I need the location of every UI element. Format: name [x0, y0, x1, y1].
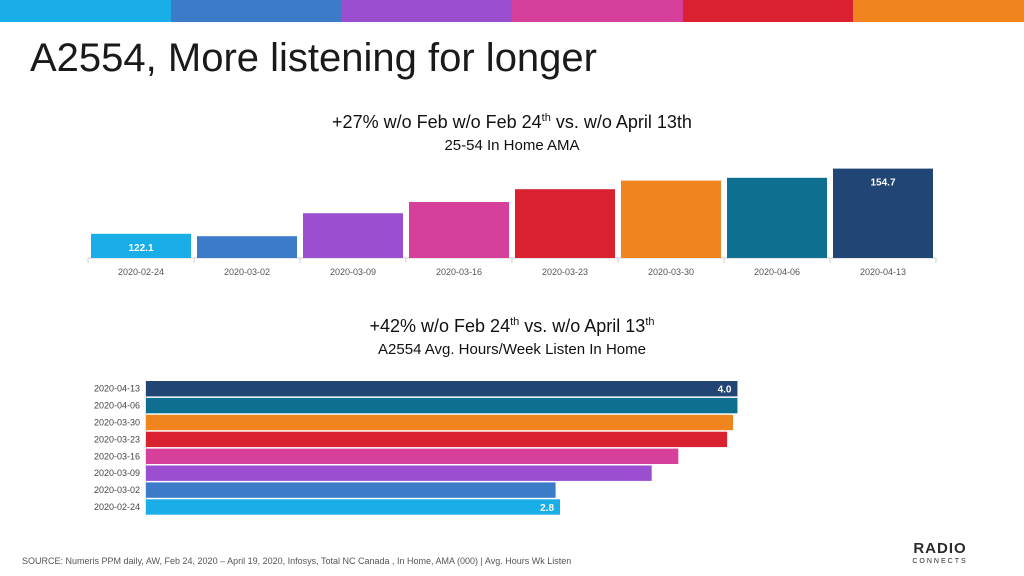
chart2-category-label: 2020-04-13 — [94, 384, 140, 394]
chart1-subtitle: 25-54 In Home AMA — [444, 137, 580, 154]
chart1-category-label: 2020-03-02 — [224, 267, 270, 277]
chart2-bar — [146, 482, 556, 498]
radio-connects-logo: RADIO CONNECTS — [904, 540, 976, 565]
chart2-bar — [146, 448, 679, 464]
chart1-bar — [303, 213, 403, 258]
chart2-bar — [146, 414, 734, 431]
chart1-category-label: 2020-04-06 — [754, 267, 800, 277]
stripe-segment — [170, 0, 342, 22]
chart2-bar — [146, 431, 728, 448]
chart1-category-label: 2020-03-30 — [648, 267, 694, 277]
color-stripe — [0, 0, 1024, 22]
chart2-subtitle: A2554 Avg. Hours/Week Listen In Home — [378, 341, 646, 358]
chart1-bar — [91, 233, 191, 258]
chart1-bar — [621, 180, 721, 258]
chart2-category-label: 2020-04-06 — [94, 401, 140, 411]
chart1-title: +27% w/o Feb w/o Feb 24th vs. w/o April … — [0, 112, 1024, 154]
logo-tagline: CONNECTS — [912, 558, 968, 565]
chart1-title-main: +27% w/o Feb w/o Feb 24th vs. w/o April … — [332, 112, 692, 132]
slide-title: A2554, More listening for longer — [30, 36, 597, 80]
chart1-data-label: 122.1 — [128, 243, 153, 254]
chart2-category-label: 2020-02-24 — [94, 502, 140, 512]
chart2-bar — [146, 397, 738, 414]
chart2-bar — [146, 465, 652, 481]
chart1-category-label: 2020-03-23 — [542, 267, 588, 277]
chart1-bar — [727, 177, 827, 258]
chart2-category-label: 2020-03-09 — [94, 468, 140, 478]
stripe-segment — [682, 0, 854, 22]
chart2-category-label: 2020-03-16 — [94, 451, 140, 461]
stripe-segment — [341, 0, 513, 22]
chart1-bar — [409, 202, 509, 258]
logo-wordmark: RADIO — [913, 540, 967, 557]
chart2-bar — [146, 381, 738, 397]
chart2-category-label: 2020-03-02 — [94, 485, 140, 495]
chart1-bar — [515, 189, 615, 258]
source-note: SOURCE: Numeris PPM daily, AW, Feb 24, 2… — [22, 556, 572, 566]
chart2-category-label: 2020-03-23 — [94, 434, 140, 444]
chart1-category-label: 2020-03-16 — [436, 267, 482, 277]
chart1-bar — [833, 168, 933, 258]
stripe-segment — [0, 0, 171, 22]
chart1-category-label: 2020-02-24 — [118, 267, 164, 277]
chart2-title-main: +42% w/o Feb 24th vs. w/o April 13th — [369, 316, 655, 336]
chart1-category-label: 2020-03-09 — [330, 267, 376, 277]
chart2-data-label: 2.8 — [540, 503, 554, 514]
chart2-bar — [146, 499, 561, 515]
stripe-segment — [853, 0, 1024, 22]
chart1-data-label: 154.7 — [870, 178, 895, 189]
chart2-title: +42% w/o Feb 24th vs. w/o April 13th A25… — [0, 316, 1024, 358]
chart2-data-label: 4.0 — [718, 385, 732, 396]
chart2-category-label: 2020-03-30 — [94, 418, 140, 428]
chart1-bar — [197, 236, 297, 258]
chart1-category-label: 2020-04-13 — [860, 267, 906, 277]
stripe-segment — [512, 0, 683, 22]
